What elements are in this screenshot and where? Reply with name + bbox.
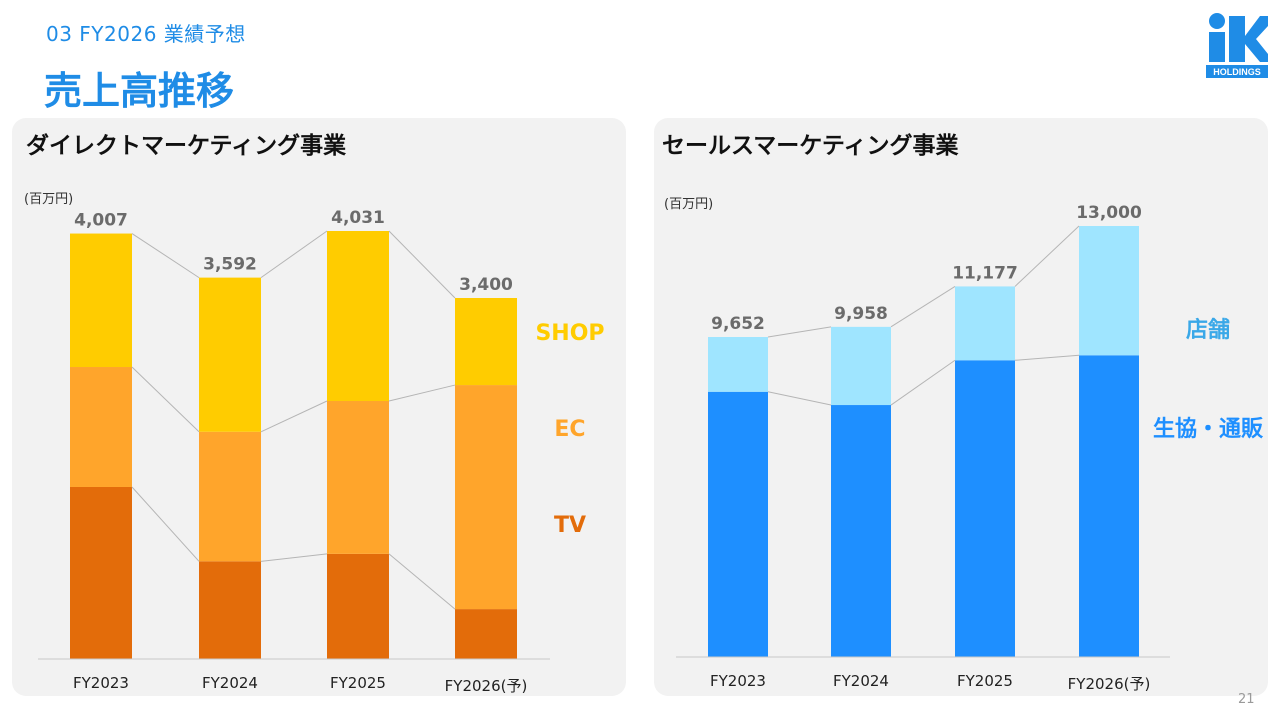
unit-label: (百万円) [664,197,713,212]
connector-line [260,230,328,279]
direct-marketing-title: ダイレクトマーケティング事業 [26,133,347,159]
total-label: 11,177 [952,263,1018,283]
logo-text: HOLDINGS [1213,67,1261,77]
unit-label: (百万円) [24,192,73,207]
bar-生協・通販-FY2023 [708,391,768,657]
x-tick-label: FY2024 [202,674,258,692]
x-tick-label: FY2026(予) [1068,675,1151,693]
legend-店舗: 店舗 [1186,317,1230,343]
legend-EC: EC [554,417,585,442]
bar-SHOP-FY2025 [327,231,389,401]
page-number: 21 [1238,692,1255,707]
connector-line [1014,225,1080,287]
total-label: 13,000 [1076,203,1142,223]
total-label: 3,400 [459,275,513,295]
bar-店舗-FY2023 [708,336,768,392]
legend-生協・通販: 生協・通販 [1153,416,1264,442]
bar-店舗-FY2024 [831,326,891,406]
connector-line [131,366,200,433]
x-tick-label: FY2026(予) [445,677,528,695]
bar-店舗-FY2026(予) [1079,226,1139,356]
bar-SHOP-FY2023 [70,233,132,368]
bar-EC-FY2023 [70,367,132,487]
total-label: 9,958 [834,304,888,324]
bar-生協・通販-FY2025 [955,360,1015,657]
bar-SHOP-FY2024 [199,277,261,432]
x-tick-label: FY2023 [73,674,129,692]
bar-生協・通販-FY2026(予) [1079,355,1139,657]
bar-EC-FY2025 [327,400,389,554]
connector-line [131,486,200,562]
connector-line [388,553,456,610]
section-label: 03 FY2026 業績予想 [46,22,246,46]
bar-TV-FY2026(予) [455,609,517,659]
x-tick-label: FY2025 [957,672,1013,690]
connector-line [767,326,832,338]
page-title: 売上高推移 [44,69,235,113]
bar-TV-FY2024 [199,561,261,659]
legend-SHOP: SHOP [535,321,604,346]
connector-line [890,359,956,406]
connector-line [260,400,328,433]
connector-line [388,230,456,299]
total-label: 4,031 [331,208,385,228]
x-tick-label: FY2025 [330,674,386,692]
bar-生協・通販-FY2024 [831,405,891,657]
bar-TV-FY2023 [70,486,132,659]
x-tick-label: FY2024 [833,672,889,690]
connector-line [131,233,200,279]
sales-marketing-title: セールスマーケティング事業 [662,133,959,159]
connector-line [767,391,832,406]
ik-holdings-logo: HOLDINGS [1206,13,1268,78]
connector-line [1014,354,1080,361]
total-label: 3,592 [203,255,257,275]
legend-TV: TV [554,513,586,538]
x-tick-label: FY2023 [710,672,766,690]
bar-SHOP-FY2026(予) [455,297,517,386]
total-label: 4,007 [74,211,128,231]
total-label: 9,652 [711,314,765,334]
bar-TV-FY2025 [327,553,389,659]
connector-line [388,384,456,402]
bar-店舗-FY2025 [955,286,1015,361]
connector-line [890,286,956,328]
bar-EC-FY2024 [199,431,261,562]
connector-line [260,553,328,562]
bar-EC-FY2026(予) [455,385,517,610]
